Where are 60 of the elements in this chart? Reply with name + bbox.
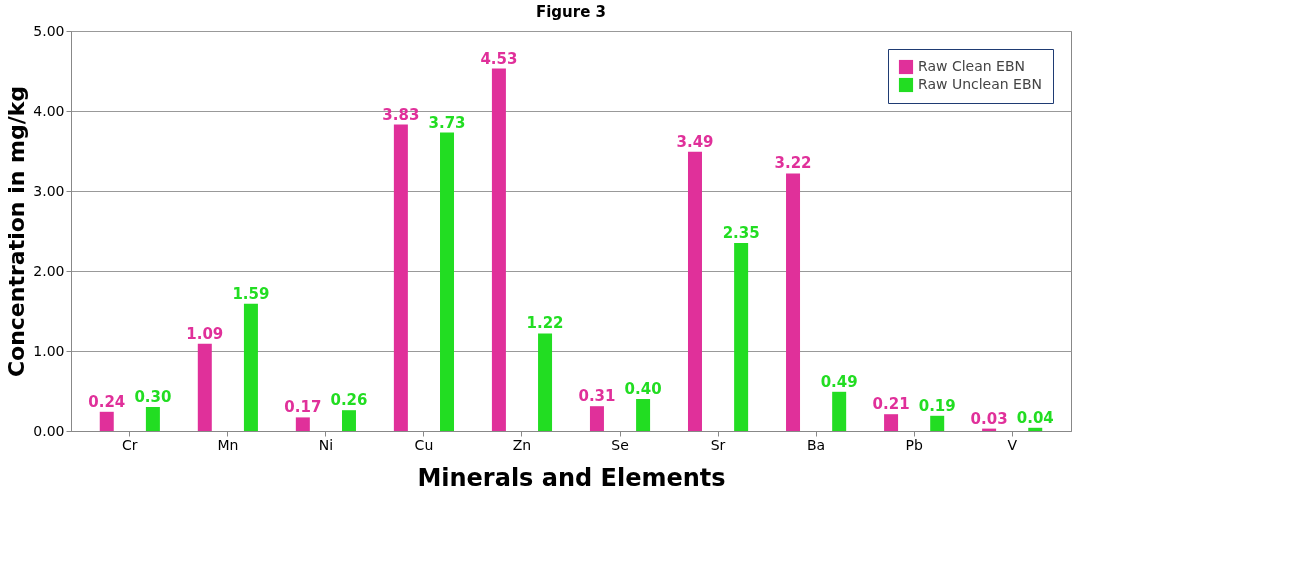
data-label: 0.26: [330, 391, 368, 410]
chart-title: Figure 3: [535, 3, 607, 21]
bar: [440, 132, 455, 431]
x-tick-label: Sr: [710, 436, 726, 453]
data-label: 3.73: [428, 113, 466, 132]
bar: [636, 399, 651, 431]
data-label: 0.24: [88, 392, 126, 411]
bar: [832, 391, 847, 431]
x-tick-label: Ni: [318, 436, 334, 453]
bar: [589, 406, 604, 431]
bar: [295, 417, 310, 431]
y-axis-title: Concentration in mg/kg: [4, 85, 30, 378]
data-label: 2.35: [722, 224, 760, 242]
x-tick-label: Mn: [217, 436, 239, 453]
bar: [145, 407, 160, 431]
data-label: 1.59: [232, 284, 270, 303]
data-label: 3.83: [382, 105, 420, 124]
x-tick-label: Cr: [122, 436, 138, 453]
bar: [99, 411, 114, 431]
bar: [687, 151, 702, 431]
y-tick-label: 3.00: [33, 182, 65, 199]
data-label: 0.19: [918, 396, 956, 415]
legend-label: Raw Unclean EBN: [918, 76, 1043, 92]
data-label: 0.03: [970, 409, 1008, 428]
bar: [538, 333, 553, 431]
bar: [884, 414, 899, 431]
x-axis-title: Minerals and Elements: [417, 463, 726, 492]
bar: [1028, 427, 1043, 431]
data-label: 0.04: [1016, 408, 1054, 427]
bar: [930, 415, 945, 431]
data-label: 0.49: [820, 372, 858, 391]
bar: [491, 68, 506, 431]
x-tick-label: Se: [611, 436, 629, 453]
data-label: 0.30: [134, 388, 172, 406]
bar: [341, 410, 356, 431]
bar: [734, 243, 749, 431]
bar: [197, 343, 212, 431]
data-label: 1.22: [526, 314, 564, 333]
y-tick-label: 2.00: [33, 262, 65, 279]
bar: [243, 303, 258, 431]
data-label: 3.49: [676, 132, 714, 151]
x-tick-label: Zn: [512, 436, 532, 453]
y-tick-label: 0.00: [33, 422, 65, 439]
y-tick-label: 5.00: [33, 22, 65, 39]
bar: [393, 124, 408, 431]
data-label: 0.21: [872, 395, 910, 414]
data-label: 3.22: [774, 154, 812, 173]
x-tick-label: Cu: [414, 436, 434, 453]
x-tick-label: V: [1007, 436, 1018, 453]
x-tick-label: Ba: [807, 436, 826, 453]
data-label: 0.31: [578, 387, 616, 406]
data-label: 1.09: [186, 324, 224, 343]
y-tick-label: 4.00: [33, 102, 65, 119]
data-label: 0.17: [284, 398, 322, 417]
bar: [786, 173, 801, 431]
x-tick-label: Pb: [905, 436, 923, 453]
y-tick-label: 1.00: [33, 342, 65, 359]
data-label: 0.40: [624, 380, 662, 398]
data-label: 4.53: [480, 49, 518, 68]
legend-label: Raw Clean EBN: [918, 58, 1026, 74]
